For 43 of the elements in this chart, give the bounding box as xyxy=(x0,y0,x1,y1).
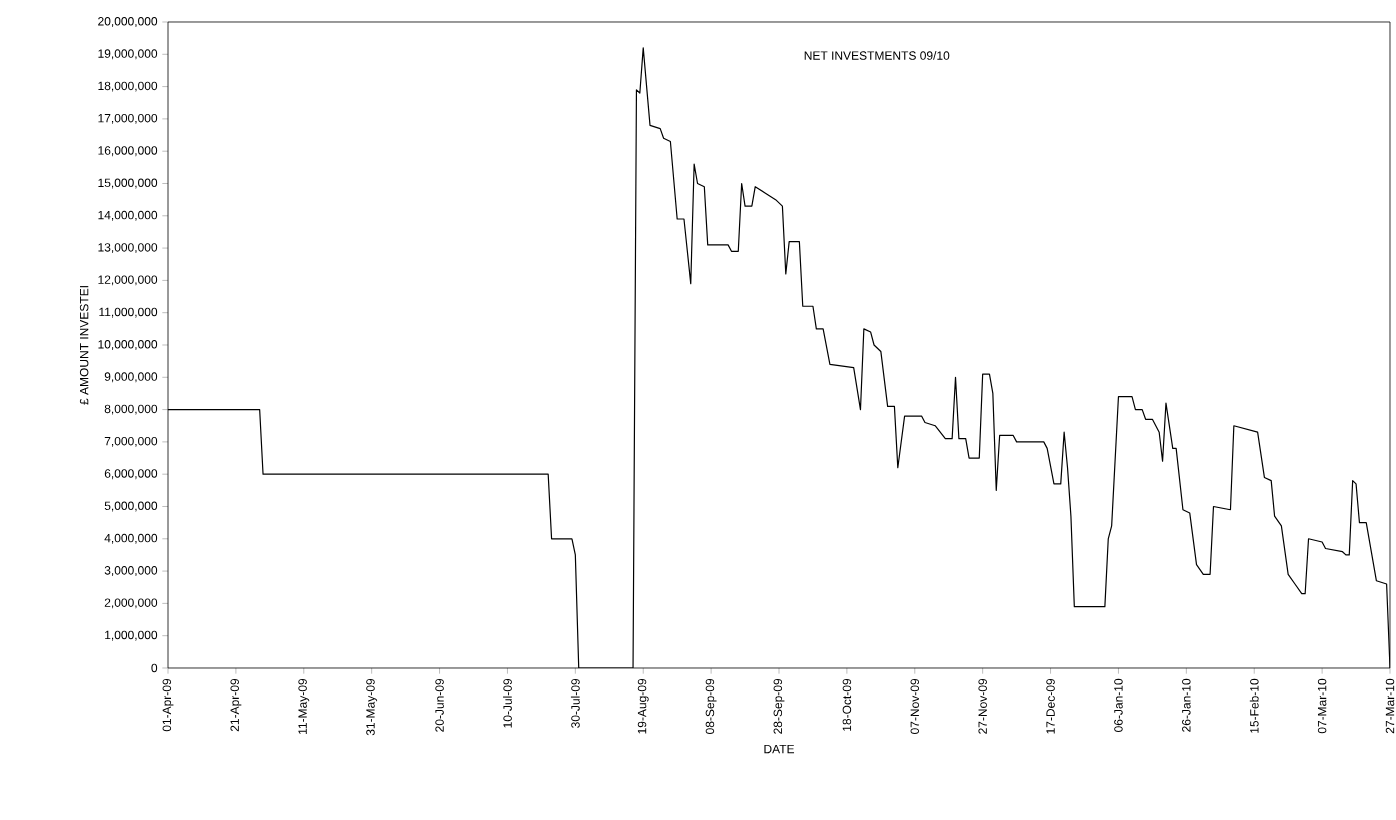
y-tick-label: 8,000,000 xyxy=(104,404,158,415)
x-tick-label: 27-Mar-10 xyxy=(1385,678,1395,734)
x-tick-label: 07-Mar-10 xyxy=(1317,678,1327,734)
y-tick-label: 9,000,000 xyxy=(104,372,158,383)
x-tick-label: 20-Jun-09 xyxy=(435,678,444,732)
x-tick-label: 08-Sep-09 xyxy=(705,678,717,734)
x-axis-title: DATE xyxy=(764,744,795,754)
x-tick-label: 28-Sep-09 xyxy=(773,678,785,734)
x-tick-label: 11-May-09 xyxy=(298,678,310,734)
x-tick-label: 31-May-09 xyxy=(366,678,378,736)
y-tick-label: 11,000,000 xyxy=(99,307,158,318)
y-tick-label: 0 xyxy=(151,663,158,673)
y-tick-label: 4,000,000 xyxy=(104,533,158,544)
y-tick-label: 15,000,000 xyxy=(98,178,158,189)
x-tick-label: 15-Feb-10 xyxy=(1249,678,1259,733)
y-tick-label: 14,000,000 xyxy=(98,210,158,221)
x-tick-label: 21-Apr-09 xyxy=(230,678,242,732)
y-tick-label: 3,000,000 xyxy=(104,566,158,577)
y-tick-label: 5,000,000 xyxy=(104,501,158,512)
y-tick-label: 6,000,000 xyxy=(104,469,158,480)
y-tick-label: 18,000,000 xyxy=(98,81,158,92)
x-tick-label: 30-Jul-09 xyxy=(570,678,580,728)
y-tick-label: 12,000,000 xyxy=(98,275,158,286)
y-tick-label: 10,000,000 xyxy=(98,340,158,350)
y-tick-label: 1,000,000 xyxy=(105,630,158,641)
x-tick-label: 01-Apr-09 xyxy=(162,678,174,732)
y-tick-label: 2,000,000 xyxy=(104,598,158,609)
x-tick-label: 19-Aug-09 xyxy=(637,678,649,734)
x-tick-label: 18-Oct-09 xyxy=(842,678,852,731)
x-tick-label: 10-Jul-09 xyxy=(503,678,512,728)
y-tick-label: 7,000,000 xyxy=(104,436,158,447)
text: NET INVESTMENTS 09/10 xyxy=(804,51,950,60)
x-tick-label: 06-Jan-10 xyxy=(1114,678,1123,732)
x-tick-label: 17-Dec-09 xyxy=(1046,678,1055,734)
x-tick-label: 07-Nov-09 xyxy=(910,678,920,734)
y-tick-label: 17,000,000 xyxy=(98,113,158,124)
y-tick-label: 19,000,000 xyxy=(98,49,158,60)
x-tick-label: 27-Nov-09 xyxy=(978,678,987,734)
y-tick-label: 16,000,000 xyxy=(98,146,158,157)
y-tick-label: 20,000,000 xyxy=(98,17,158,27)
x-tick-label: 26-Jan-10 xyxy=(1182,678,1191,732)
y-axis-title: £ AMOUNT INVESTEI xyxy=(79,286,89,405)
y-tick-label: 13,000,000 xyxy=(98,243,158,254)
